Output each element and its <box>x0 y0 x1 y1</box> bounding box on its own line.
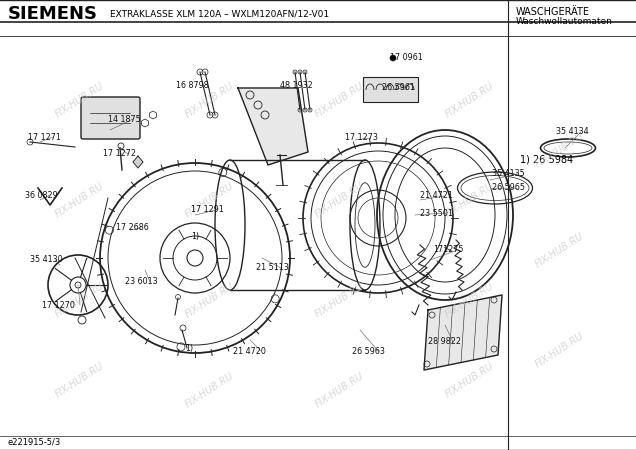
Text: 17 1291: 17 1291 <box>191 206 224 215</box>
Text: FIX-HUB.RU: FIX-HUB.RU <box>314 370 366 410</box>
Text: 26 5963: 26 5963 <box>352 347 385 356</box>
Text: 1): 1) <box>185 343 193 352</box>
Text: FIX-HUB.RU: FIX-HUB.RU <box>54 360 106 400</box>
Text: 1) 26 5984: 1) 26 5984 <box>520 155 573 165</box>
Text: FIX-HUB.RU: FIX-HUB.RU <box>184 370 236 410</box>
Text: FIX-HUB.RU: FIX-HUB.RU <box>534 230 586 270</box>
Text: 17 1270: 17 1270 <box>42 301 75 310</box>
Text: 21 4721: 21 4721 <box>420 192 453 201</box>
Text: FIX-HUB.RU: FIX-HUB.RU <box>444 180 496 220</box>
Text: 23 5501: 23 5501 <box>420 208 453 217</box>
Circle shape <box>390 55 396 61</box>
Text: FIX-HUB.RU: FIX-HUB.RU <box>184 180 236 220</box>
Text: FIX-HUB.RU: FIX-HUB.RU <box>444 81 496 119</box>
Text: 23 6013: 23 6013 <box>125 278 158 287</box>
Text: WASCHGERÄTE: WASCHGERÄTE <box>516 7 590 17</box>
FancyBboxPatch shape <box>81 97 140 139</box>
Text: FIX-HUB.RU: FIX-HUB.RU <box>444 280 496 320</box>
Text: 17 0961: 17 0961 <box>390 54 423 63</box>
Text: 21 5113: 21 5113 <box>256 264 289 273</box>
Text: 17 1272: 17 1272 <box>103 149 136 158</box>
Text: e221915-5/3: e221915-5/3 <box>8 437 61 446</box>
Polygon shape <box>238 88 308 165</box>
Text: EXTRAKLASSE XLM 120A – WXLM120AFN/12-V01: EXTRAKLASSE XLM 120A – WXLM120AFN/12-V01 <box>110 9 329 18</box>
Text: SIEMENS: SIEMENS <box>8 5 98 23</box>
Text: FIX-HUB.RU: FIX-HUB.RU <box>534 331 586 369</box>
Text: FIX-HUB.RU: FIX-HUB.RU <box>534 130 586 170</box>
Text: FIX-HUB.RU: FIX-HUB.RU <box>444 360 496 400</box>
Text: FIX-HUB.RU: FIX-HUB.RU <box>314 81 366 119</box>
Text: FIX-HUB.RU: FIX-HUB.RU <box>184 280 236 320</box>
Bar <box>363 77 418 102</box>
Text: 26 5961: 26 5961 <box>382 82 415 91</box>
Text: 35 4135: 35 4135 <box>492 170 525 179</box>
Text: Waschwollautomaten: Waschwollautomaten <box>516 18 613 27</box>
Polygon shape <box>424 295 502 370</box>
Text: 21 4720: 21 4720 <box>233 346 266 356</box>
Text: 36 0829: 36 0829 <box>25 190 58 199</box>
Text: 35 4134: 35 4134 <box>556 127 589 136</box>
Text: FIX-HUB.RU: FIX-HUB.RU <box>54 81 106 119</box>
Text: 35 4130: 35 4130 <box>30 256 62 265</box>
Text: 26 5965: 26 5965 <box>492 184 525 193</box>
Text: 48 1932: 48 1932 <box>280 81 313 90</box>
Text: 17 1273: 17 1273 <box>345 134 378 143</box>
Text: 1): 1) <box>191 231 199 240</box>
Text: FIX-HUB.RU: FIX-HUB.RU <box>314 280 366 320</box>
Text: 14 1875: 14 1875 <box>108 114 141 123</box>
Text: 16 8798: 16 8798 <box>176 81 209 90</box>
Polygon shape <box>133 156 143 168</box>
Text: 28 9822: 28 9822 <box>428 338 461 346</box>
Text: FIX-HUB.RU: FIX-HUB.RU <box>314 180 366 220</box>
Text: FIX-HUB.RU: FIX-HUB.RU <box>54 180 106 220</box>
Text: 171275: 171275 <box>433 246 464 255</box>
Text: FIX-HUB.RU: FIX-HUB.RU <box>184 81 236 119</box>
Text: 17 2686: 17 2686 <box>116 224 149 233</box>
Text: FIX-HUB.RU: FIX-HUB.RU <box>54 280 106 320</box>
Text: 17 1271: 17 1271 <box>28 132 61 141</box>
